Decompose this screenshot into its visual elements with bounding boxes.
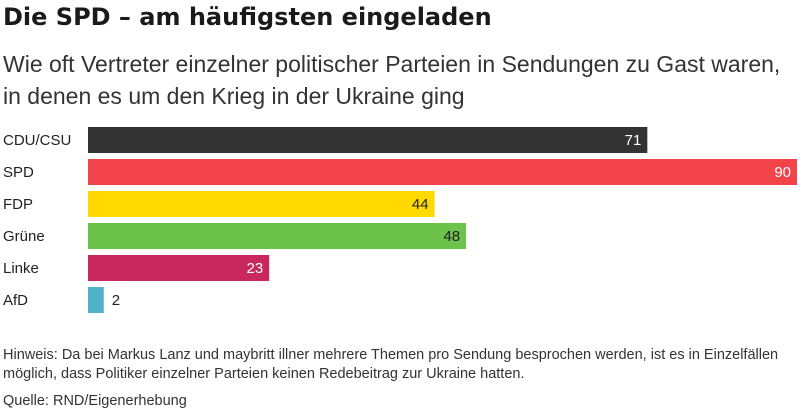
footnote: Hinweis: Da bei Markus Lanz und maybritt… (3, 347, 779, 382)
bar-spd (88, 159, 797, 185)
source-note: Quelle: RND/Eigenerhebung (3, 393, 187, 409)
category-label-afd: AfD (3, 292, 28, 309)
value-label-fdp: 44 (412, 196, 429, 213)
category-label-grüne: Grüne (3, 228, 45, 245)
bar-afd (88, 287, 104, 313)
category-label-linke: Linke (3, 260, 39, 277)
category-label-cdu-csu: CDU/CSU (3, 132, 71, 149)
value-label-linke: 23 (247, 260, 264, 277)
bar-chart: CDU/CSU 71 SPD 90 FDP 44 Grüne 48 Linke 23 AfD 2 (3, 127, 797, 313)
category-label-spd: SPD (3, 164, 34, 181)
chart-title: Die SPD – am häufigsten eingeladen (3, 3, 492, 31)
bar-cdu-csu (88, 127, 648, 153)
value-label-grüne: 48 (443, 228, 460, 245)
chart-subtitle: Wie oft Vertreter einzelner politischer … (3, 51, 781, 109)
bar-fdp (88, 191, 435, 217)
bar-grüne (88, 223, 467, 249)
category-label-fdp: FDP (3, 196, 33, 213)
value-label-cdu-csu: 71 (625, 132, 642, 149)
value-label-spd: 90 (774, 164, 791, 181)
bar-linke (88, 255, 270, 281)
value-label-afd: 2 (112, 292, 120, 309)
